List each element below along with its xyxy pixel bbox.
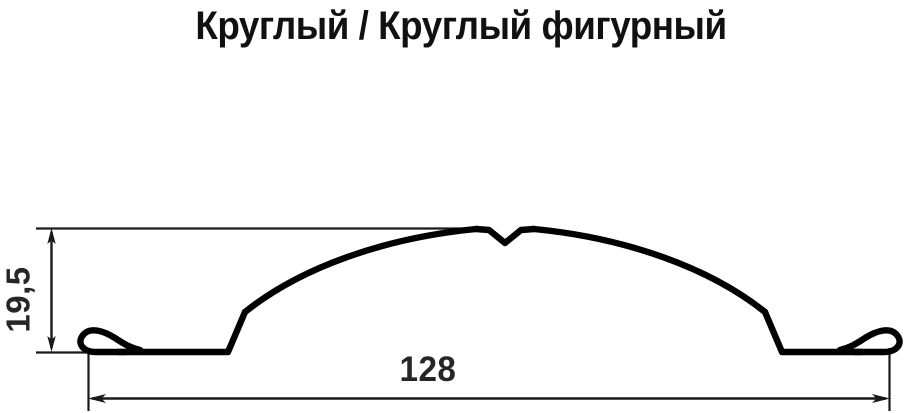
- profile-left-flange: [114, 308, 249, 356]
- dimension-width-label: 128: [399, 350, 457, 389]
- profile-outline: [77, 225, 903, 356]
- dimension-height-arrow-top: [47, 228, 56, 244]
- profile-crown-left: [241, 225, 480, 316]
- profile-right-flange: [761, 308, 866, 356]
- profile-crown-right: [530, 225, 769, 316]
- dimension-width-arrow-right: [872, 394, 890, 403]
- dimension-extension-lines: [36, 227, 891, 411]
- dimension-width: [88, 394, 890, 403]
- dimension-height: [47, 228, 56, 352]
- profile-left-hem-curl: [77, 327, 144, 356]
- page-title: Круглый / Круглый фигурный: [195, 4, 727, 48]
- profile-right-hem-curl: [836, 327, 903, 356]
- profile-center-notch: [472, 225, 538, 247]
- dimension-width-arrow-left: [88, 394, 106, 403]
- dimension-height-label: 19,5: [0, 266, 37, 333]
- dimension-height-arrow-bottom: [47, 336, 56, 352]
